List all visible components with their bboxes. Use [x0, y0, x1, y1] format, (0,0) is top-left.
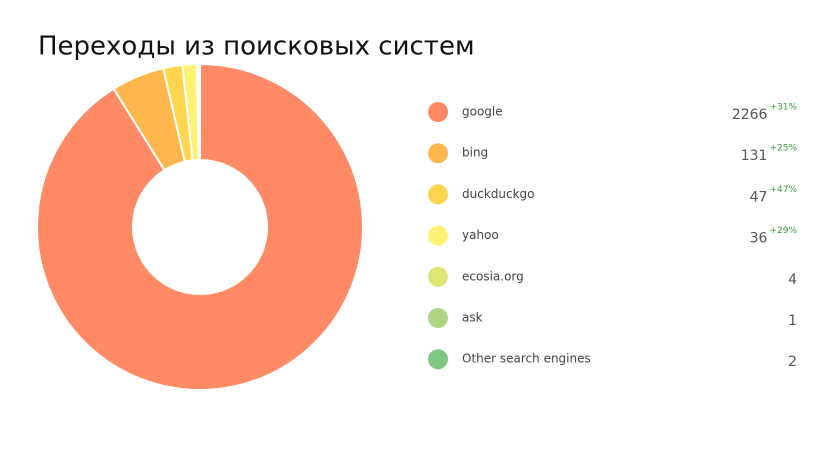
- legend-marker: [428, 266, 448, 287]
- change-label: +29%: [769, 226, 797, 236]
- legend-marker: [428, 225, 448, 246]
- legend-marker: [428, 349, 448, 370]
- change-label: +47%: [769, 185, 797, 195]
- legend-label: yahoo: [462, 228, 499, 242]
- legend-marker: [428, 184, 448, 205]
- value-label: 1: [788, 313, 797, 329]
- change-label: +25%: [769, 144, 797, 154]
- value-label: 47: [750, 189, 768, 205]
- legend-marker: [428, 143, 448, 164]
- legend-label: bing: [462, 146, 488, 160]
- legend-label: ecosia.org: [462, 269, 524, 283]
- value-label: 4: [788, 272, 797, 288]
- change-label: +31%: [769, 103, 797, 113]
- legend-label: ask: [462, 311, 483, 325]
- donut-slice: [36, 62, 364, 391]
- legend-marker: [428, 308, 448, 328]
- value-label: 36: [750, 231, 768, 247]
- donut-slice: [198, 62, 201, 162]
- chart-title: Переходы из поисковых систем: [38, 32, 475, 62]
- value-label: 2: [788, 354, 797, 370]
- value-label: 2266: [732, 107, 768, 123]
- value-label: 131: [741, 148, 768, 164]
- legend-marker: [428, 102, 448, 122]
- legend-label: duckduckgo: [462, 187, 535, 201]
- legend-label: Other search engines: [462, 352, 591, 366]
- legend-label: google: [462, 105, 503, 119]
